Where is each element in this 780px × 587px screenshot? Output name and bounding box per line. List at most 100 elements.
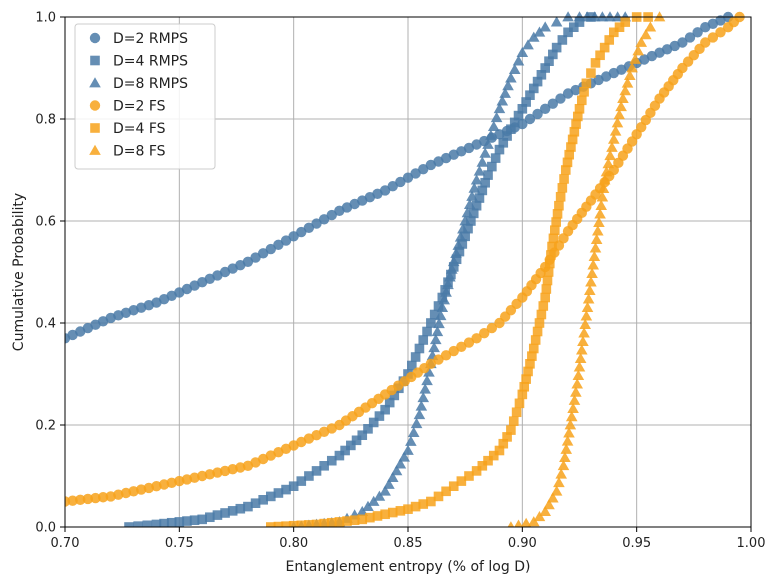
- data-point: [444, 271, 456, 282]
- data-point: [517, 104, 528, 114]
- data-point: [402, 172, 414, 183]
- data-point: [555, 468, 568, 479]
- y-tick-label: 0.4: [35, 317, 56, 332]
- data-point: [498, 138, 509, 148]
- data-point: [539, 21, 551, 32]
- data-point: [499, 87, 511, 98]
- data-point: [133, 521, 143, 527]
- data-point: [530, 335, 541, 345]
- data-point: [374, 411, 385, 421]
- data-point: [505, 72, 517, 83]
- data-point: [463, 223, 473, 234]
- data-point: [577, 335, 589, 347]
- data-point: [362, 500, 374, 511]
- data-point: [573, 11, 586, 22]
- data-point: [543, 267, 554, 277]
- data-point: [493, 103, 506, 114]
- data-point: [296, 226, 307, 238]
- data-point: [544, 258, 555, 269]
- data-point: [250, 252, 261, 263]
- y-tick-label: 0.6: [35, 215, 56, 230]
- data-point: [614, 22, 625, 32]
- data-point: [568, 394, 581, 405]
- data-point: [559, 174, 569, 184]
- data-point: [602, 158, 615, 169]
- legend-label: D=8 RMPS: [113, 76, 188, 92]
- data-point: [212, 510, 223, 520]
- data-point: [560, 443, 573, 454]
- legend-marker: [89, 77, 101, 88]
- data-point: [454, 231, 467, 242]
- data-point: [304, 520, 314, 527]
- data-point: [454, 246, 465, 257]
- data-point: [414, 343, 425, 354]
- series-d-2-fs: [65, 11, 745, 507]
- data-point: [677, 37, 688, 48]
- y-tick-label: 0.0: [35, 521, 56, 536]
- legend-box: [74, 23, 216, 170]
- data-point: [548, 233, 559, 244]
- data-point: [604, 11, 616, 22]
- data-point: [583, 284, 596, 296]
- data-point: [507, 521, 515, 527]
- data-point: [486, 322, 498, 334]
- data-point: [533, 511, 546, 522]
- data-point: [707, 32, 719, 43]
- data-point: [311, 466, 322, 476]
- data-point: [527, 351, 537, 361]
- data-point: [281, 484, 291, 495]
- data-point: [640, 29, 652, 40]
- data-point: [235, 503, 246, 514]
- data-point: [523, 366, 533, 377]
- data-point: [527, 31, 540, 42]
- data-point: [227, 506, 238, 516]
- data-point: [319, 518, 329, 527]
- data-point: [609, 27, 619, 38]
- x-axis-title: Entanglement entropy (% of log D): [286, 559, 531, 575]
- data-point: [629, 53, 641, 64]
- data-point: [303, 222, 315, 233]
- data-point: [586, 267, 598, 279]
- data-point: [520, 517, 532, 527]
- legend-label: D=4 RMPS: [113, 54, 188, 70]
- data-point: [281, 521, 291, 527]
- data-point: [565, 411, 578, 422]
- data-point: [559, 451, 571, 462]
- data-point: [471, 466, 482, 476]
- data-point: [426, 496, 436, 507]
- data-point: [587, 259, 600, 270]
- data-point: [590, 233, 603, 245]
- data-point: [311, 519, 322, 527]
- data-point: [428, 341, 440, 353]
- data-point: [441, 486, 451, 497]
- data-point: [555, 93, 566, 104]
- data-point: [457, 239, 468, 249]
- data-point: [410, 168, 421, 179]
- data-point: [508, 416, 519, 426]
- data-point: [511, 407, 522, 418]
- data-point: [436, 301, 449, 313]
- data-point: [536, 70, 547, 80]
- data-point: [539, 505, 551, 517]
- data-point: [483, 455, 493, 466]
- data-point: [574, 104, 585, 114]
- data-point: [296, 476, 307, 486]
- data-point: [590, 58, 601, 68]
- data-point: [570, 386, 582, 397]
- data-point: [528, 83, 539, 94]
- data-point: [560, 165, 571, 175]
- data-point: [594, 208, 606, 219]
- x-tick-label: 0.70: [51, 536, 80, 551]
- data-point: [617, 92, 629, 103]
- data-point: [389, 390, 400, 401]
- data-point: [380, 509, 390, 520]
- data-point: [494, 144, 505, 155]
- data-point: [574, 17, 585, 27]
- data-point: [463, 198, 476, 210]
- data-point: [471, 200, 482, 211]
- data-point: [75, 494, 86, 505]
- data-point: [288, 520, 299, 527]
- data-point: [564, 149, 575, 160]
- data-point: [159, 518, 169, 527]
